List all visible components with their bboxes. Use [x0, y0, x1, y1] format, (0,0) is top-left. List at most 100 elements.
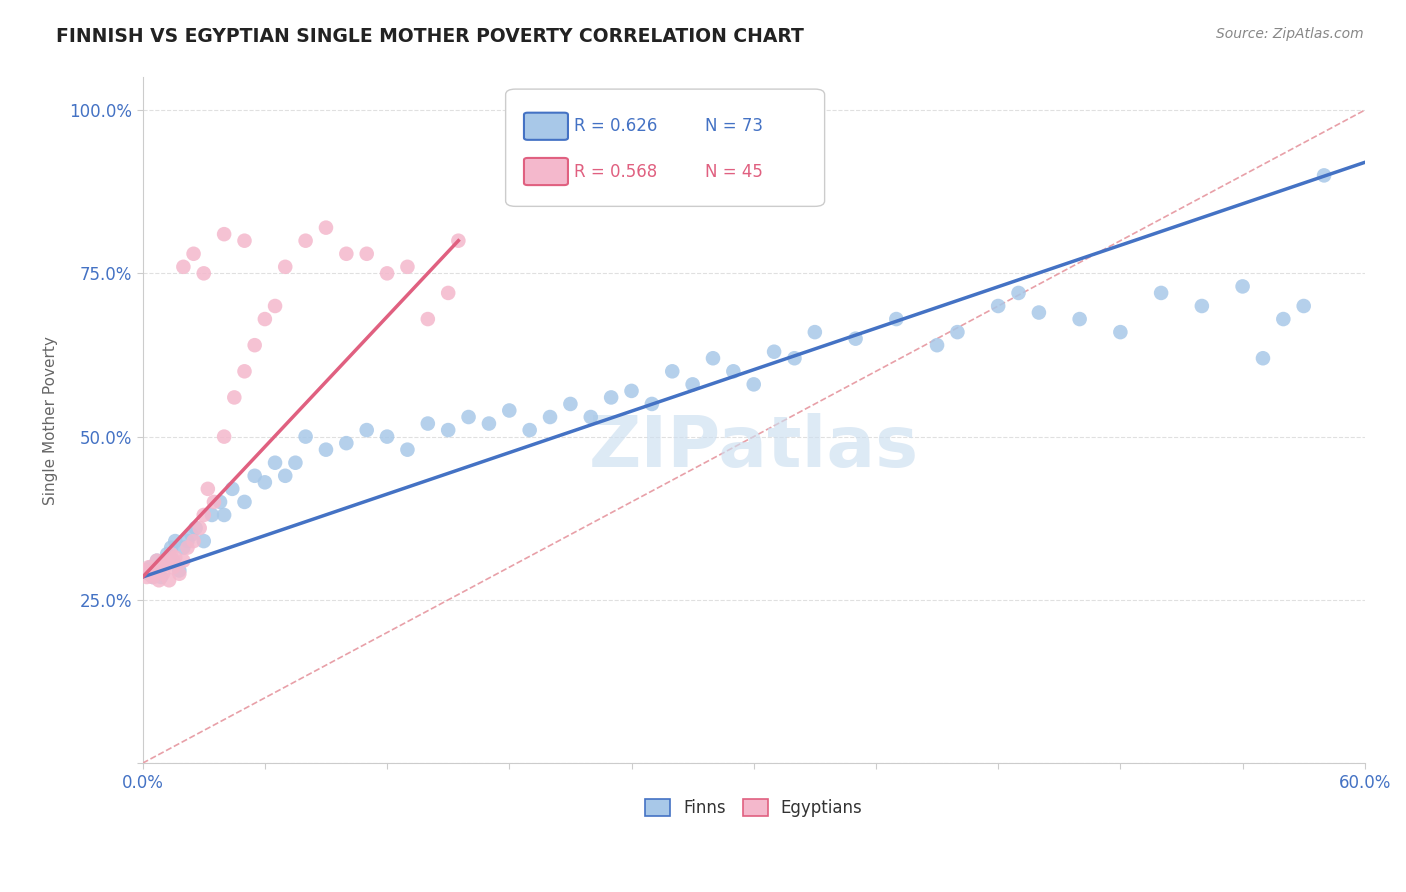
Point	[1007, 285, 1029, 300]
Point	[1069, 312, 1091, 326]
Text: R = 0.626: R = 0.626	[574, 117, 658, 136]
Point	[925, 338, 948, 352]
Point	[437, 285, 460, 300]
Point	[146, 554, 169, 568]
FancyBboxPatch shape	[524, 158, 568, 186]
Point	[600, 391, 623, 405]
Point	[165, 534, 187, 549]
Point	[457, 410, 479, 425]
Point	[142, 570, 165, 584]
Point	[946, 325, 969, 339]
Point	[146, 554, 169, 568]
Point	[416, 312, 439, 326]
Point	[233, 364, 256, 378]
Point	[193, 266, 215, 280]
Text: FINNISH VS EGYPTIAN SINGLE MOTHER POVERTY CORRELATION CHART: FINNISH VS EGYPTIAN SINGLE MOTHER POVERT…	[56, 27, 804, 45]
Point	[682, 377, 704, 392]
Point	[804, 325, 827, 339]
Point	[142, 570, 165, 584]
Text: ZIPatlas: ZIPatlas	[589, 413, 918, 483]
Point	[148, 574, 170, 588]
Point	[294, 234, 316, 248]
Point	[149, 570, 172, 584]
Text: R = 0.568: R = 0.568	[574, 162, 658, 180]
Point	[180, 527, 202, 541]
Point	[176, 534, 198, 549]
Point	[315, 220, 337, 235]
Point	[193, 508, 215, 522]
Point	[1232, 279, 1254, 293]
Point	[169, 566, 191, 581]
Point	[416, 417, 439, 431]
Point	[197, 482, 219, 496]
Point	[152, 554, 174, 568]
Point	[253, 475, 276, 490]
Point	[143, 564, 166, 578]
Point	[202, 495, 225, 509]
Point	[233, 495, 256, 509]
Point	[884, 312, 907, 326]
Point	[1272, 312, 1295, 326]
Point	[1292, 299, 1315, 313]
Point	[135, 564, 157, 578]
FancyBboxPatch shape	[524, 112, 568, 140]
Point	[183, 534, 205, 549]
Point	[294, 429, 316, 443]
Point	[143, 564, 166, 578]
Point	[274, 468, 297, 483]
Point	[169, 564, 191, 578]
Point	[783, 351, 806, 366]
Point	[641, 397, 664, 411]
Point	[138, 560, 160, 574]
Point	[233, 234, 256, 248]
Point	[188, 521, 211, 535]
Point	[134, 564, 156, 578]
Point	[157, 574, 180, 588]
Point	[149, 560, 172, 574]
Point	[763, 344, 786, 359]
Point	[224, 391, 246, 405]
Point	[243, 468, 266, 483]
Point	[201, 508, 224, 522]
Point	[375, 429, 398, 443]
Point	[139, 560, 162, 574]
Point	[437, 423, 460, 437]
Point	[152, 566, 174, 581]
Point	[172, 554, 194, 568]
Point	[184, 521, 207, 535]
Point	[478, 417, 501, 431]
Point	[356, 246, 378, 260]
Point	[253, 312, 276, 326]
Point	[620, 384, 643, 398]
Point	[139, 566, 162, 581]
Point	[1251, 351, 1274, 366]
Point	[153, 557, 176, 571]
Point	[396, 442, 419, 457]
Point	[153, 554, 176, 568]
Point	[661, 364, 683, 378]
Point	[538, 410, 561, 425]
Point	[212, 227, 235, 242]
Point	[447, 234, 470, 248]
Point	[742, 377, 765, 392]
Point	[160, 547, 183, 561]
Point	[560, 397, 582, 411]
Point	[148, 560, 170, 574]
Point	[519, 423, 541, 437]
Point	[264, 299, 287, 313]
Point	[138, 566, 160, 581]
Point	[264, 456, 287, 470]
Point	[987, 299, 1010, 313]
Point	[723, 364, 745, 378]
Point	[176, 541, 198, 555]
Text: Source: ZipAtlas.com: Source: ZipAtlas.com	[1216, 27, 1364, 41]
Point	[845, 332, 868, 346]
FancyBboxPatch shape	[506, 89, 824, 206]
Point	[193, 534, 215, 549]
Point	[1109, 325, 1132, 339]
Point	[335, 246, 357, 260]
Point	[335, 436, 357, 450]
Point	[156, 557, 179, 571]
Point	[274, 260, 297, 274]
Point	[160, 541, 183, 555]
